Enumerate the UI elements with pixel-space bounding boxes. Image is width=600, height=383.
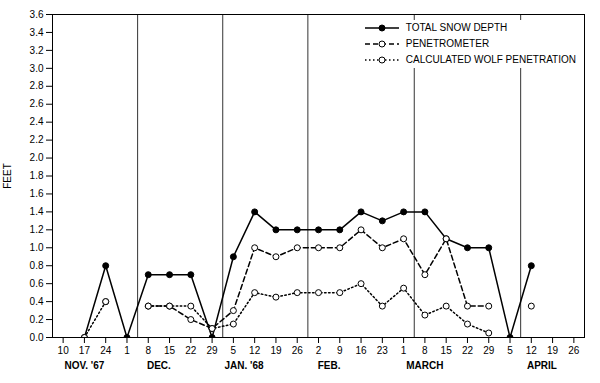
svg-text:2: 2 bbox=[316, 345, 322, 356]
svg-text:22: 22 bbox=[462, 345, 474, 356]
svg-text:3.2: 3.2 bbox=[30, 45, 44, 56]
svg-text:26: 26 bbox=[292, 345, 304, 356]
svg-text:0.4: 0.4 bbox=[30, 296, 44, 307]
svg-text:MARCH: MARCH bbox=[406, 360, 443, 371]
svg-text:0.0: 0.0 bbox=[30, 332, 44, 343]
svg-text:0.6: 0.6 bbox=[30, 278, 44, 289]
svg-text:JAN. '68: JAN. '68 bbox=[224, 360, 264, 371]
svg-text:29: 29 bbox=[483, 345, 495, 356]
html-text:PENETROMETER: PENETROMETER bbox=[405, 38, 490, 49]
svg-text:1: 1 bbox=[401, 345, 407, 356]
svg-text:DEC.: DEC. bbox=[147, 360, 171, 371]
svg-text:22: 22 bbox=[185, 345, 197, 356]
svg-text:10: 10 bbox=[58, 345, 70, 356]
svg-text:12: 12 bbox=[526, 345, 538, 356]
svg-text:0.2: 0.2 bbox=[30, 314, 44, 325]
svg-text:2.0: 2.0 bbox=[30, 152, 44, 163]
svg-text:1.6: 1.6 bbox=[30, 188, 44, 199]
svg-text:9: 9 bbox=[337, 345, 343, 356]
svg-text:5: 5 bbox=[231, 345, 237, 356]
svg-text:FEET: FEET bbox=[2, 163, 13, 189]
svg-text:APRIL: APRIL bbox=[527, 360, 557, 371]
svg-text:16: 16 bbox=[355, 345, 367, 356]
svg-text:NOV. '67: NOV. '67 bbox=[65, 360, 105, 371]
svg-text:0.8: 0.8 bbox=[30, 260, 44, 271]
svg-text:8: 8 bbox=[422, 345, 428, 356]
html-text:TOTAL SNOW DEPTH: TOTAL SNOW DEPTH bbox=[405, 22, 508, 33]
svg-text:19: 19 bbox=[270, 345, 282, 356]
svg-text:12: 12 bbox=[249, 345, 261, 356]
svg-text:5: 5 bbox=[507, 345, 513, 356]
svg-text:23: 23 bbox=[377, 345, 389, 356]
svg-text:2.2: 2.2 bbox=[30, 134, 44, 145]
svg-text:1.8: 1.8 bbox=[30, 170, 44, 181]
svg-text:8: 8 bbox=[145, 345, 151, 356]
svg-text:26: 26 bbox=[568, 345, 580, 356]
svg-text:1.0: 1.0 bbox=[30, 242, 44, 253]
svg-text:FEB.: FEB. bbox=[318, 360, 341, 371]
html-text:CALCULATED WOLF PENETRATION: CALCULATED WOLF PENETRATION bbox=[405, 54, 576, 65]
svg-text:29: 29 bbox=[207, 345, 219, 356]
svg-text:2.4: 2.4 bbox=[30, 116, 44, 127]
svg-text:24: 24 bbox=[100, 345, 112, 356]
svg-text:1.4: 1.4 bbox=[30, 206, 44, 217]
svg-text:2.6: 2.6 bbox=[30, 98, 44, 109]
svg-text:2.8: 2.8 bbox=[30, 80, 44, 91]
svg-text:15: 15 bbox=[164, 345, 176, 356]
svg-text:1.2: 1.2 bbox=[30, 224, 44, 235]
svg-text:3.4: 3.4 bbox=[30, 27, 44, 38]
svg-text:19: 19 bbox=[547, 345, 559, 356]
svg-text:3.6: 3.6 bbox=[30, 9, 44, 20]
svg-text:1: 1 bbox=[124, 345, 130, 356]
svg-text:17: 17 bbox=[79, 345, 91, 356]
svg-text:3.0: 3.0 bbox=[30, 63, 44, 74]
svg-text:15: 15 bbox=[441, 345, 453, 356]
